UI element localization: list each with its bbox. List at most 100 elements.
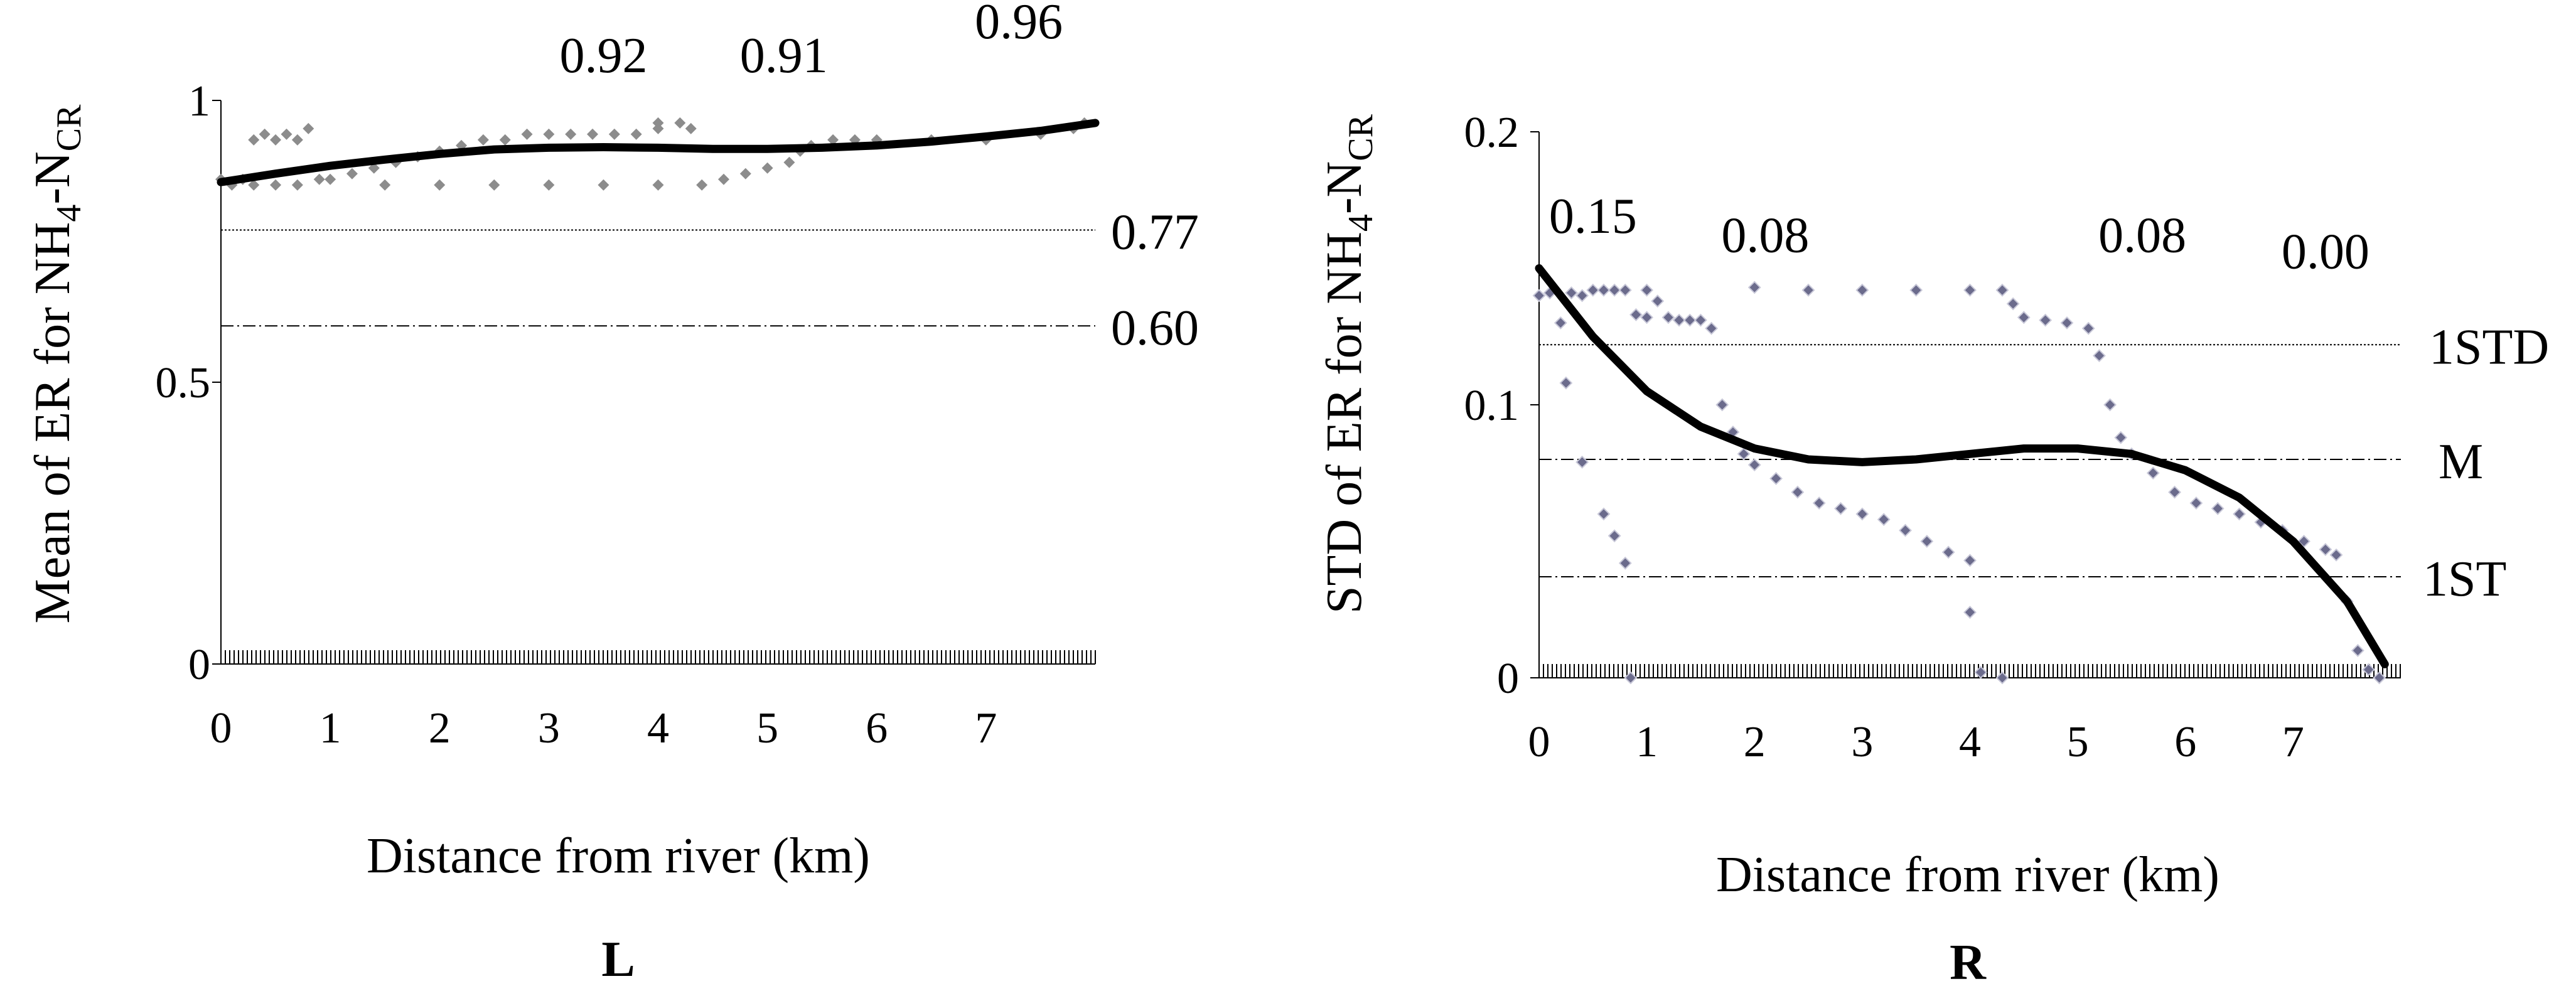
data-point xyxy=(1963,554,1977,567)
data-point xyxy=(1575,455,1589,469)
data-point xyxy=(652,117,664,129)
data-point xyxy=(587,128,599,140)
data-point xyxy=(1640,283,1654,297)
x-tick-label: 6 xyxy=(2174,718,2196,766)
data-point xyxy=(2039,313,2053,327)
data-point xyxy=(1769,472,1783,485)
y-tick-label: 0.2 xyxy=(1464,109,1520,157)
data-point xyxy=(2114,431,2128,444)
x-tick-label: 5 xyxy=(2067,718,2089,766)
x-tick-label: 1 xyxy=(319,704,341,752)
data-point xyxy=(346,168,358,179)
data-point xyxy=(543,128,555,140)
data-point xyxy=(1672,313,1686,327)
data-point xyxy=(1640,311,1654,324)
y-tick-label: 0.5 xyxy=(156,359,211,407)
data-point xyxy=(1651,294,1665,308)
data-point xyxy=(739,168,751,179)
data-point xyxy=(499,134,511,146)
data-point xyxy=(2189,496,2203,510)
x-tick-label: 4 xyxy=(647,704,669,752)
x-tick-label: 2 xyxy=(429,704,451,752)
data-point xyxy=(313,173,325,185)
x-tick-label: 6 xyxy=(866,704,888,752)
data-point xyxy=(2017,311,2031,324)
data-point xyxy=(1532,289,1546,303)
data-point xyxy=(2006,297,2020,311)
reference-line-label: M xyxy=(2439,434,2483,490)
x-tick-label: 3 xyxy=(538,704,560,752)
data-point xyxy=(1737,447,1751,461)
value-annotation: 0.91 xyxy=(740,28,828,83)
y-tick-label: 0.1 xyxy=(1464,382,1520,430)
data-point xyxy=(652,179,664,191)
reference-line-label: 1ST xyxy=(2423,552,2506,607)
data-point xyxy=(1747,281,1761,294)
data-point xyxy=(303,122,314,134)
data-point xyxy=(2060,316,2074,329)
data-point xyxy=(2373,671,2386,685)
data-point xyxy=(783,156,795,168)
data-point xyxy=(608,128,620,140)
data-point xyxy=(1834,501,1847,515)
data-point xyxy=(379,179,391,191)
data-point xyxy=(248,179,260,191)
data-point xyxy=(1995,671,2009,685)
data-point xyxy=(1974,665,1988,679)
x-tick-label: 4 xyxy=(1959,718,1981,766)
x-tick-label: 7 xyxy=(2282,718,2304,766)
data-point xyxy=(1855,283,1869,297)
data-point xyxy=(270,134,282,146)
data-point xyxy=(827,134,839,146)
fit-curve xyxy=(217,119,1100,186)
data-point xyxy=(1812,496,1826,510)
data-point xyxy=(1607,529,1621,543)
x-tick-label: 0 xyxy=(1528,718,1550,766)
data-point xyxy=(1661,311,1675,324)
data-point xyxy=(1597,507,1611,521)
data-point xyxy=(2233,507,2246,521)
y-tick-label: 0 xyxy=(188,641,210,689)
data-point xyxy=(325,173,336,185)
x-tick-label: 1 xyxy=(1636,718,1658,766)
data-point xyxy=(1694,313,1707,327)
x-axis-hatch xyxy=(220,650,1096,664)
data-point xyxy=(1607,283,1621,297)
data-point xyxy=(1801,283,1815,297)
data-point xyxy=(259,128,271,140)
chart-panel-r: 1STD M 1ST 0 0.1 0.2 0 1 2 3 4 5 6 7 0.15 0.08 0.08 0.0… xyxy=(1317,109,2549,990)
data-point xyxy=(2329,548,2343,562)
data-point xyxy=(1586,283,1600,297)
data-point xyxy=(521,128,533,140)
data-point xyxy=(434,179,446,191)
data-point xyxy=(1559,376,1573,390)
value-annotation: 0.08 xyxy=(2098,208,2186,263)
data-point xyxy=(2319,543,2332,556)
data-point xyxy=(696,179,708,191)
data-point xyxy=(2211,501,2224,515)
data-point xyxy=(598,179,609,191)
x-axis-label: Distance from river (km) xyxy=(367,828,870,884)
data-point xyxy=(281,128,292,140)
x-axis-label: Distance from river (km) xyxy=(1716,847,2219,902)
data-point xyxy=(270,179,282,191)
data-point xyxy=(717,173,729,185)
data-point xyxy=(1565,286,1578,300)
panel-label: R xyxy=(1950,935,1987,990)
x-tick-label: 3 xyxy=(1851,718,1873,766)
data-point xyxy=(2093,349,2106,363)
reference-line-label: 0.77 xyxy=(1111,205,1199,260)
data-point xyxy=(1877,513,1891,527)
data-point xyxy=(291,179,303,191)
x-tick-label: 2 xyxy=(1744,718,1766,766)
data-point xyxy=(1941,545,1955,559)
data-point xyxy=(1747,458,1761,472)
data-point xyxy=(2146,466,2160,480)
y-axis-label: STD of ER for NH4-NCR xyxy=(1317,114,1380,614)
data-point xyxy=(761,162,773,174)
data-point xyxy=(1624,671,1638,685)
reference-line-label: 1STD xyxy=(2429,319,2549,375)
data-point xyxy=(1855,507,1869,521)
